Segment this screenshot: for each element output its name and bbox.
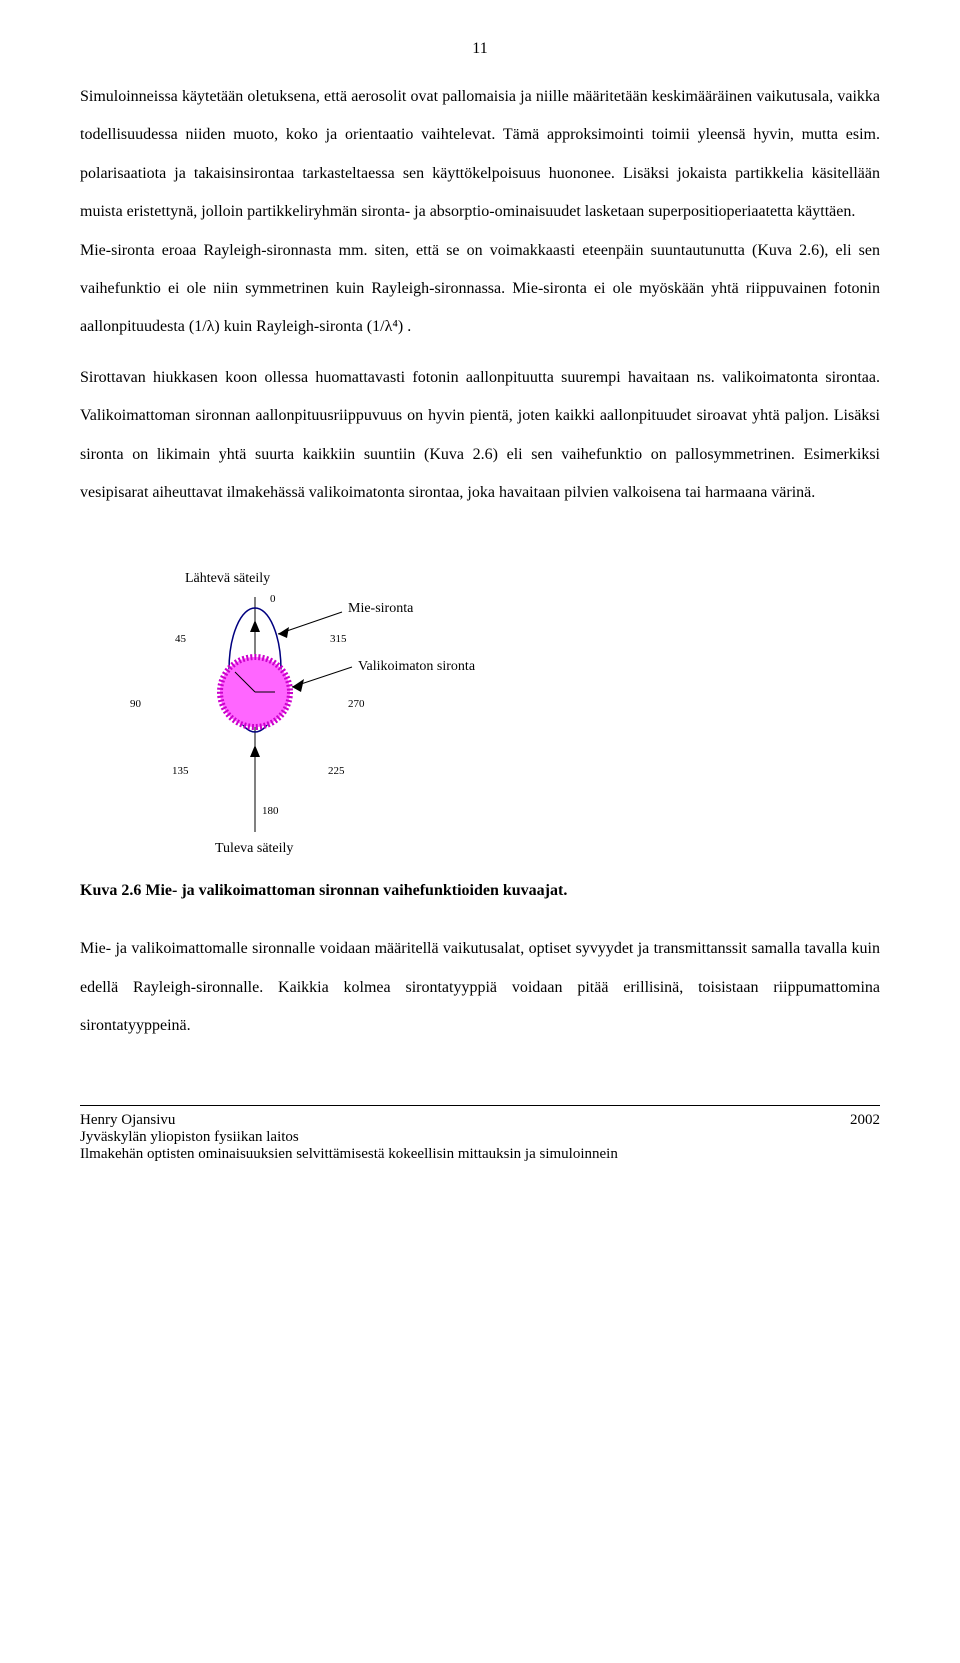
- label-incoming: Tuleva säteily: [215, 841, 293, 856]
- angle-0: 0: [270, 593, 276, 605]
- label-nonselective: Valikoimaton sironta: [358, 659, 476, 674]
- mie-label-arrowhead-icon: [278, 627, 289, 638]
- footer-title: Ilmakehän optisten ominaisuuksien selvit…: [80, 1146, 880, 1163]
- figure-caption-bold: Kuva 2.6 Mie- ja valikoimattoman sironna…: [80, 882, 567, 899]
- nonsel-label-arrowhead-icon: [292, 679, 304, 692]
- arrow-up-icon: [250, 620, 260, 632]
- angle-45: 45: [175, 633, 187, 645]
- label-mie: Mie-sironta: [348, 601, 414, 616]
- footer-author: Henry Ojansivu: [80, 1112, 175, 1129]
- figure-block: Lähtevä säteily Mie-sironta Valikoimaton…: [80, 542, 880, 862]
- angle-270: 270: [348, 698, 365, 710]
- angle-225: 225: [328, 765, 345, 777]
- paragraph-1: Simuloinneissa käytetään oletuksena, ett…: [80, 78, 880, 347]
- page-number: 11: [80, 40, 880, 58]
- paragraph-1b-text: Mie-sironta eroaa Rayleigh-sironnasta mm…: [80, 242, 880, 336]
- paragraph-1-text: Simuloinneissa käytetään oletuksena, ett…: [80, 88, 880, 220]
- figure-caption: Kuva 2.6 Mie- ja valikoimattoman sironna…: [80, 882, 880, 900]
- footer-row-1: Henry Ojansivu 2002: [80, 1112, 880, 1129]
- arrow-up-mid-icon: [250, 745, 260, 757]
- angle-315: 315: [330, 633, 347, 645]
- paragraph-2: Sirottavan hiukkasen koon ollessa huomat…: [80, 359, 880, 513]
- scattering-diagram: Lähtevä säteily Mie-sironta Valikoimaton…: [100, 542, 520, 862]
- angle-135: 135: [172, 765, 189, 777]
- angle-180: 180: [262, 805, 279, 817]
- footer: Henry Ojansivu 2002 Jyväskylän yliopisto…: [80, 1105, 880, 1163]
- angle-90: 90: [130, 698, 142, 710]
- label-outgoing: Lähtevä säteily: [185, 571, 270, 586]
- footer-affiliation: Jyväskylän yliopiston fysiikan laitos: [80, 1129, 880, 1146]
- paragraph-3: Mie- ja valikoimattomalle sironnalle voi…: [80, 930, 880, 1045]
- page: 11 Simuloinneissa käytetään oletuksena, …: [0, 0, 960, 1203]
- footer-year: 2002: [850, 1112, 880, 1129]
